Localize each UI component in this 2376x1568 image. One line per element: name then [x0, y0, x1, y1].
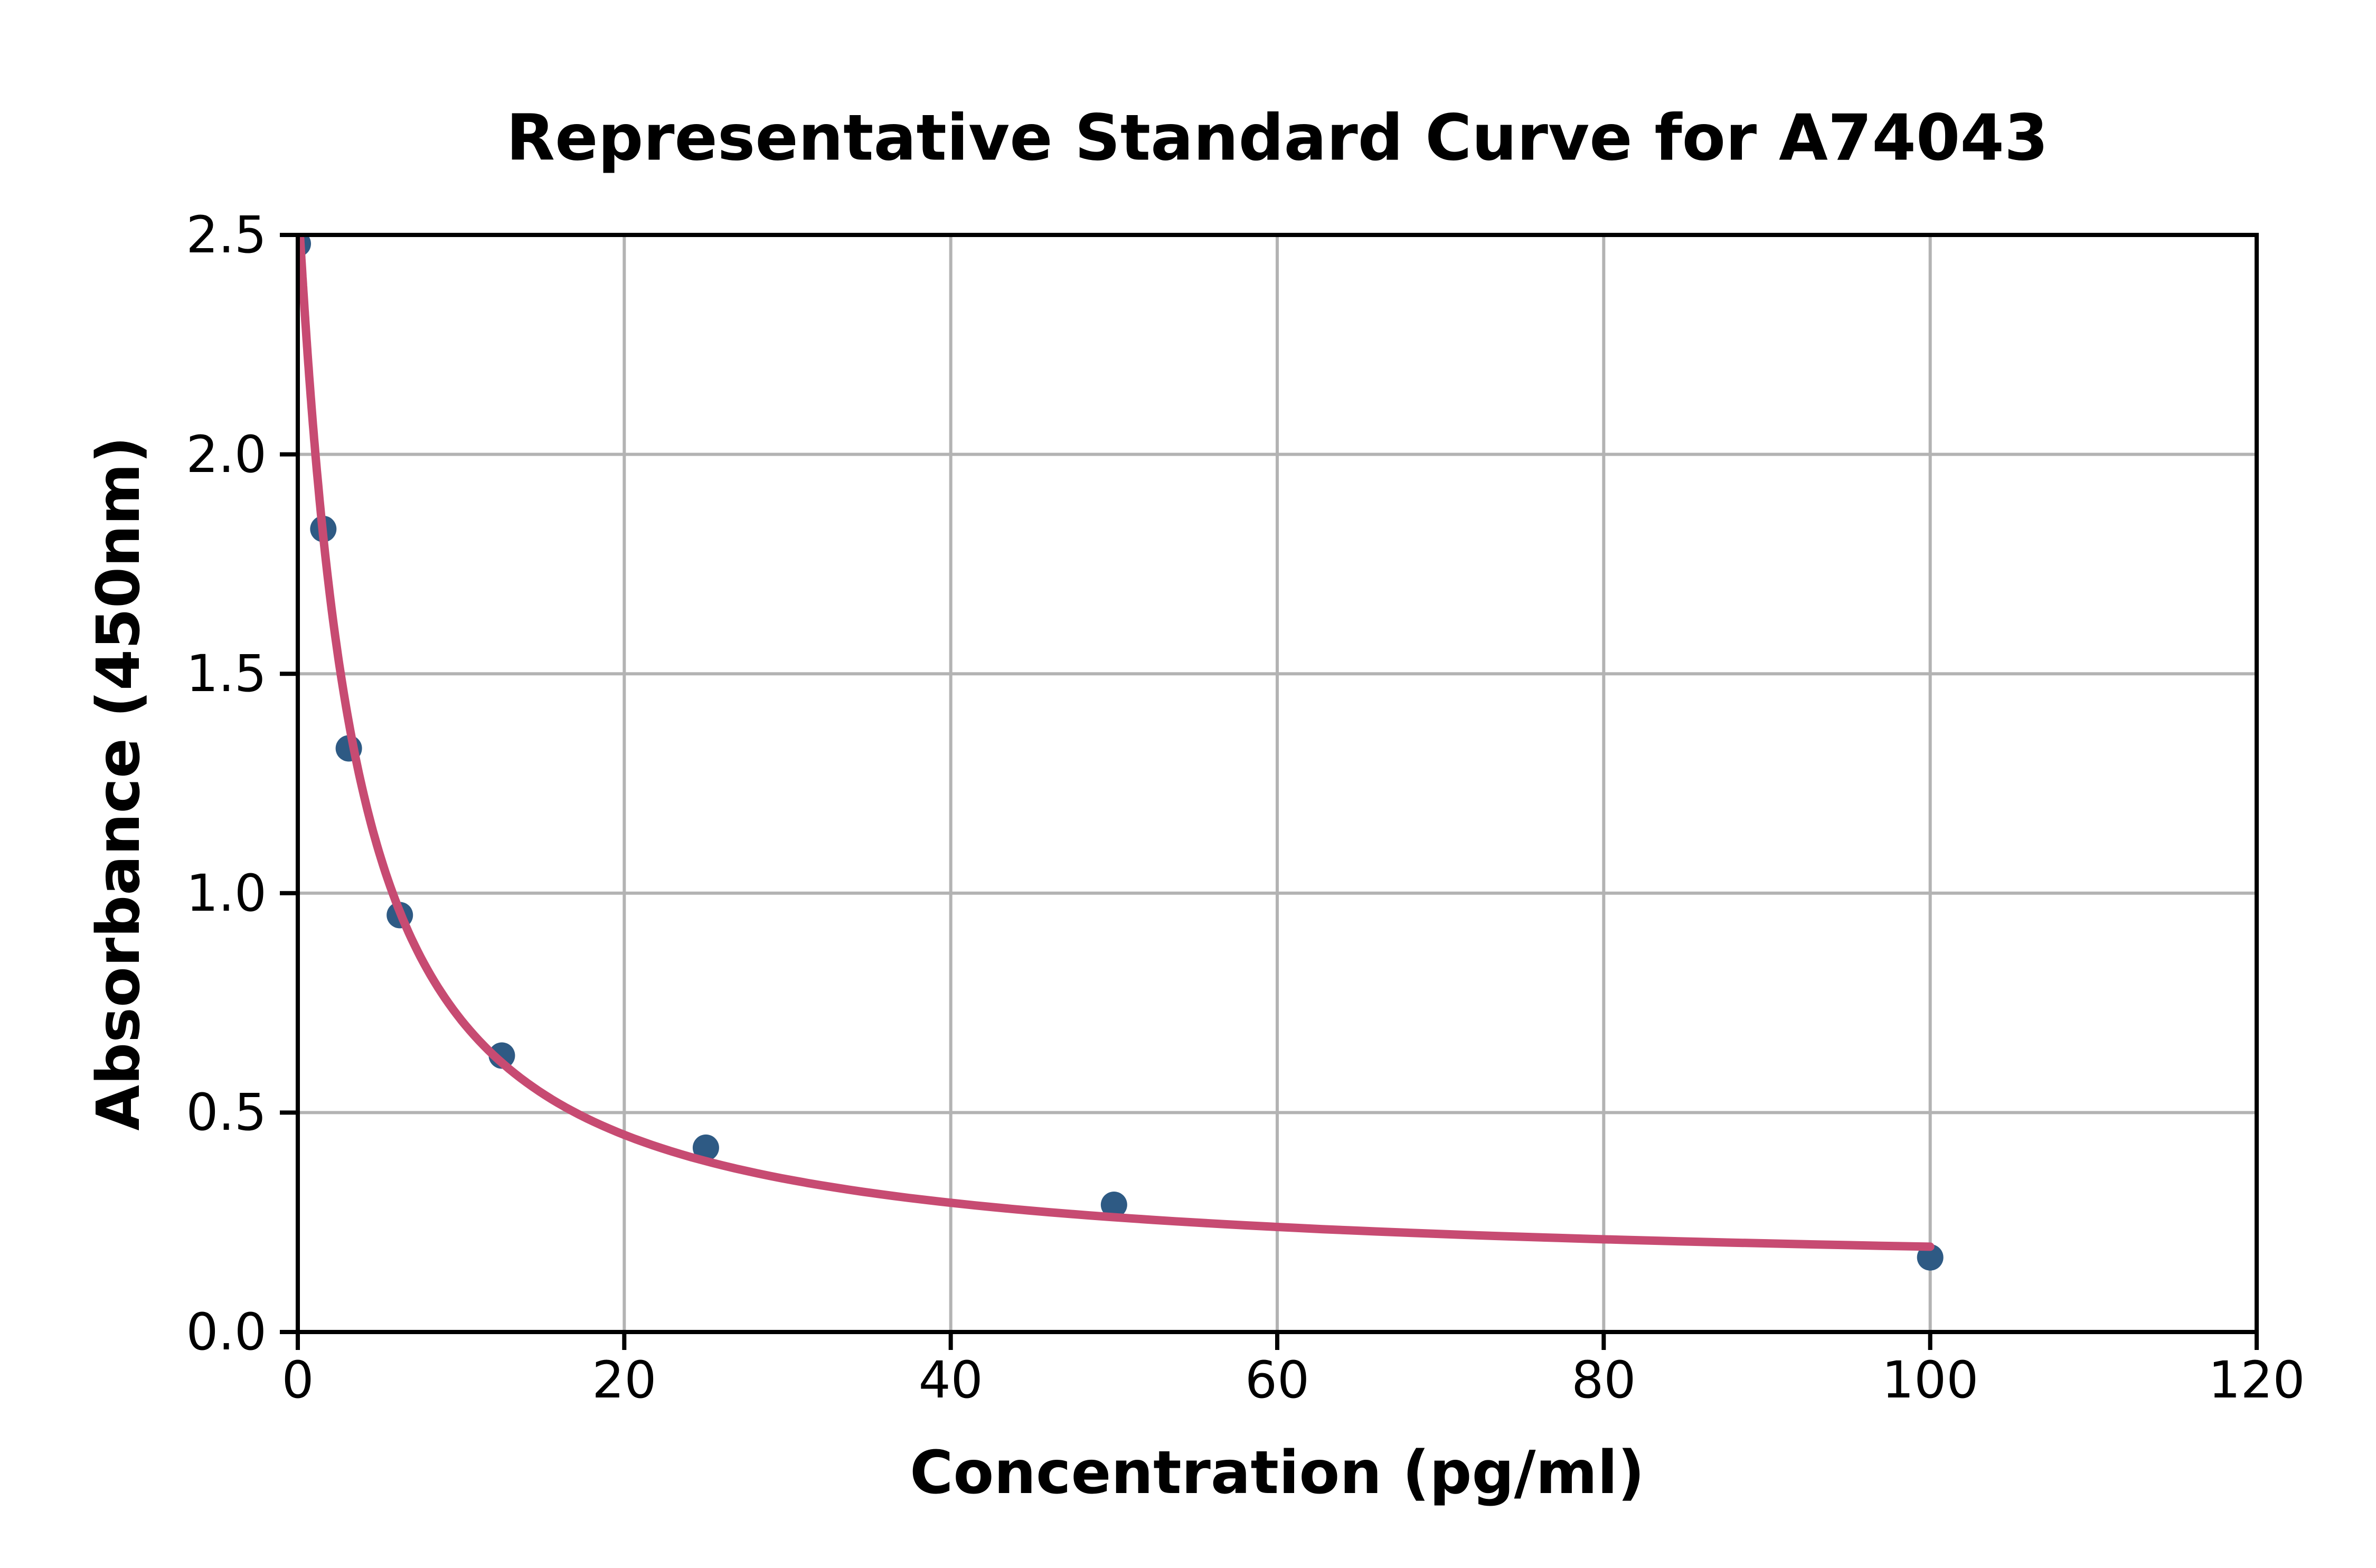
- x-tick-label: 120: [2208, 1350, 2305, 1410]
- x-axis-label: Concentration (pg/ml): [910, 1439, 1645, 1507]
- y-tick-label: 1.0: [186, 863, 267, 923]
- x-tick-label: 100: [1882, 1350, 1979, 1410]
- data-point: [1100, 1191, 1127, 1218]
- x-tick-label: 80: [1571, 1350, 1636, 1410]
- data-point: [1917, 1244, 1944, 1271]
- y-tick-label: 2.5: [186, 205, 267, 265]
- chart-title: Representative Standard Curve for A74043: [506, 101, 2049, 175]
- y-axis-label: Absorbance (450nm): [84, 436, 153, 1131]
- y-tick-label: 1.5: [186, 644, 267, 704]
- y-tick-label: 2.0: [186, 424, 267, 484]
- data-point: [692, 1134, 719, 1161]
- fit-curve: [298, 235, 1935, 1251]
- x-tick-label: 20: [592, 1350, 657, 1410]
- y-tick-label: 0.0: [186, 1302, 267, 1362]
- x-tick-label: 0: [281, 1350, 314, 1410]
- x-tick-label: 40: [918, 1350, 983, 1410]
- y-tick-label: 0.5: [186, 1083, 267, 1142]
- x-tick-label: 60: [1244, 1350, 1310, 1410]
